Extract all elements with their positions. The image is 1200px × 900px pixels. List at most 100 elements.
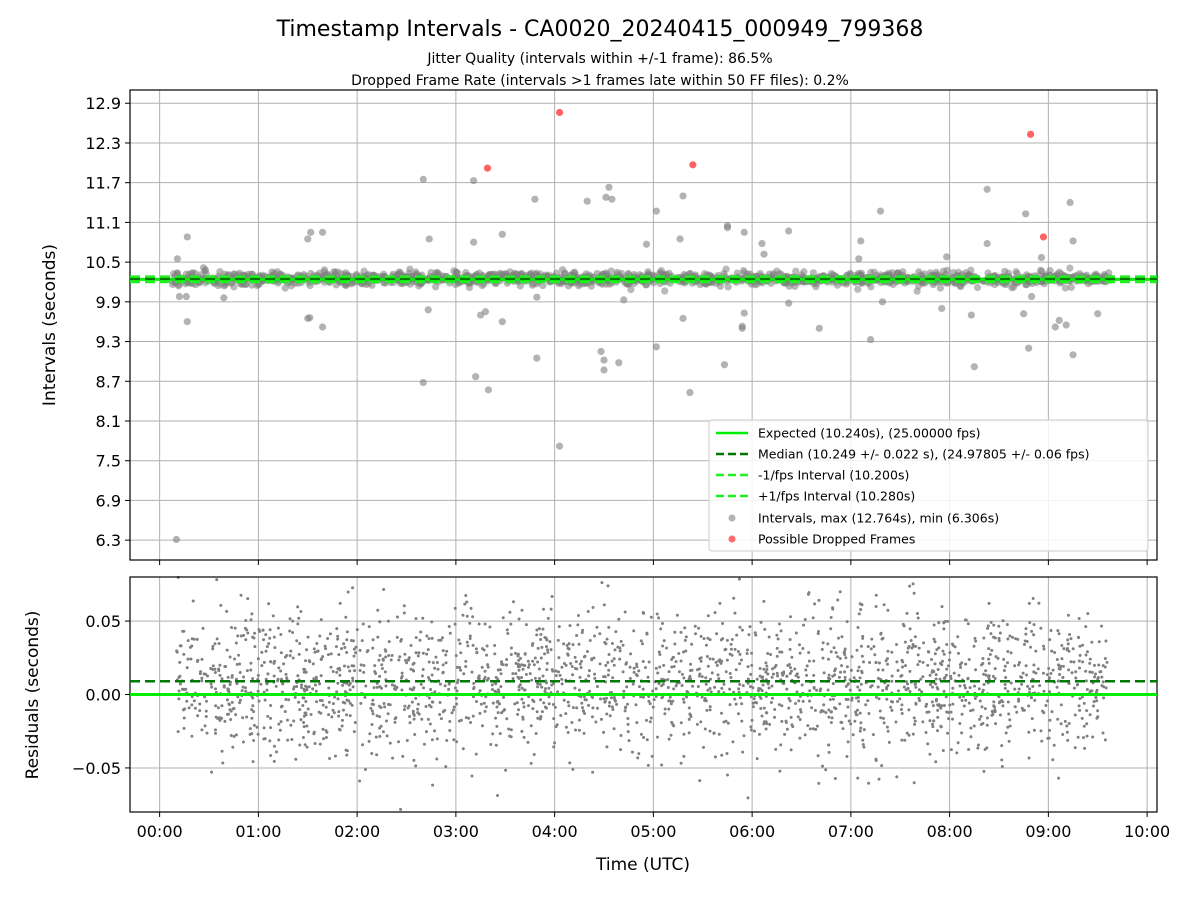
residual-point: [1092, 700, 1096, 704]
residual-point: [604, 663, 608, 667]
residual-point: [655, 612, 659, 616]
residual-point: [881, 716, 885, 720]
residual-point: [1078, 697, 1082, 701]
residual-point: [831, 682, 835, 686]
residual-point: [682, 676, 686, 680]
residual-point: [292, 685, 296, 689]
residual-point: [921, 720, 925, 724]
residual-point: [760, 689, 764, 693]
residual-point: [951, 702, 955, 706]
residual-point: [780, 719, 784, 723]
residual-point: [651, 705, 655, 709]
interval-outlier-point: [1020, 310, 1028, 318]
residual-point: [496, 711, 500, 715]
residual-point: [414, 764, 418, 768]
residual-point: [239, 634, 243, 638]
residual-point: [940, 704, 944, 708]
residual-point: [409, 667, 413, 671]
residual-point: [1095, 699, 1099, 703]
residual-point: [316, 649, 320, 653]
residual-point: [192, 699, 196, 703]
residual-point: [241, 740, 245, 744]
residual-point: [599, 717, 603, 721]
residual-point: [949, 748, 953, 752]
residual-point: [520, 697, 524, 701]
residual-point: [789, 748, 793, 752]
residual-point: [301, 703, 305, 707]
residual-point: [860, 671, 864, 675]
residual-point: [612, 727, 616, 731]
residual-point: [715, 632, 719, 636]
intervals-y-tick-label: 8.7: [96, 372, 121, 391]
residual-point: [843, 675, 847, 679]
residual-point: [1039, 729, 1043, 733]
interval-outlier-point: [602, 193, 610, 201]
residual-point: [1007, 739, 1011, 743]
residual-point: [367, 625, 371, 629]
dropped-frame-point: [555, 108, 564, 117]
residual-point: [584, 698, 588, 702]
residual-point: [712, 731, 716, 735]
residual-point: [746, 681, 750, 685]
residual-point: [882, 721, 886, 725]
residual-point: [947, 717, 951, 721]
residual-point: [634, 703, 638, 707]
residual-point: [1078, 644, 1082, 648]
residual-point: [539, 656, 543, 660]
residual-point: [773, 708, 777, 712]
residual-point: [916, 653, 920, 657]
residual-point: [882, 603, 886, 607]
residual-point: [280, 677, 284, 681]
residual-point: [587, 669, 591, 673]
residual-point: [896, 689, 900, 693]
residual-point: [495, 705, 499, 709]
intervals-plot: 6.36.97.58.18.79.39.910.511.111.712.312.…: [40, 89, 1158, 565]
residual-point: [598, 662, 602, 666]
residual-point: [435, 757, 439, 761]
legend-plus-fps-label: +1/fps Interval (10.280s): [758, 489, 915, 504]
residual-point: [251, 704, 255, 708]
interval-outlier-point: [815, 324, 823, 332]
residual-point: [931, 725, 935, 729]
residual-point: [887, 740, 891, 744]
residual-point: [1050, 649, 1054, 653]
residual-point: [648, 702, 652, 706]
residual-point: [483, 622, 487, 626]
residuals-y-ticks: −0.050.000.05: [72, 612, 130, 778]
residual-point: [578, 662, 582, 666]
residual-point: [445, 649, 449, 653]
residual-point: [596, 685, 600, 689]
residual-point: [264, 633, 268, 637]
residual-point: [657, 616, 661, 620]
x-axis-label: Time (UTC): [595, 855, 690, 875]
residual-point: [613, 648, 617, 652]
residual-point: [456, 678, 460, 682]
residual-point: [937, 621, 941, 625]
residual-point: [994, 655, 998, 659]
residual-point: [855, 648, 859, 652]
residual-point: [547, 686, 551, 690]
residual-point: [907, 733, 911, 737]
residual-point: [641, 610, 645, 614]
residual-point: [947, 658, 951, 662]
residual-point: [826, 642, 830, 646]
residual-point: [971, 708, 975, 712]
residual-point: [930, 685, 934, 689]
residual-point: [911, 582, 915, 586]
residual-point: [914, 701, 918, 705]
residual-point: [546, 648, 550, 652]
residual-point: [541, 627, 545, 631]
residual-point: [497, 690, 501, 694]
residual-point: [1027, 704, 1031, 708]
residual-point: [734, 702, 738, 706]
residual-point: [234, 733, 238, 737]
residual-point: [1063, 719, 1067, 723]
residual-point: [810, 706, 814, 710]
interval-outlier-point: [470, 238, 478, 246]
interval-point: [936, 284, 944, 292]
residual-point: [790, 669, 794, 673]
residual-point: [211, 647, 215, 651]
residual-point: [869, 647, 873, 651]
residual-point: [928, 673, 932, 677]
residual-point: [1000, 744, 1004, 748]
